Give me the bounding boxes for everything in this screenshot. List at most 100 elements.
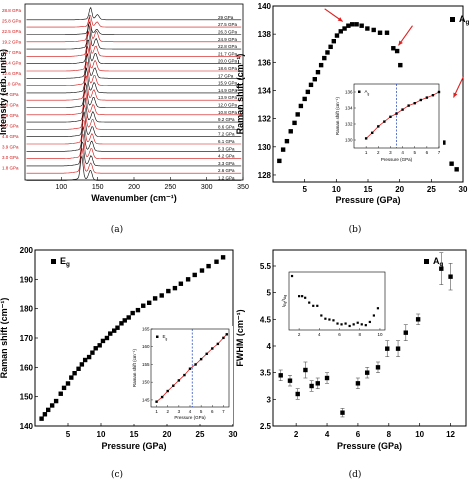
- y-tick-label: 3.5: [260, 369, 272, 378]
- data-point: [338, 29, 343, 34]
- annotation-arrowhead: [398, 40, 403, 46]
- inset-x-tick-label: 6: [338, 332, 341, 337]
- data-point: [303, 367, 308, 373]
- data-point: [308, 82, 314, 88]
- inset-y-axis-title: Raman shift (cm⁻¹): [335, 96, 340, 135]
- data-point: [159, 293, 164, 298]
- x-tick-label: 20: [163, 430, 172, 439]
- inset-y-tick-label: 134: [345, 106, 353, 111]
- y-tick-label: 4: [267, 342, 272, 351]
- spectrum-trace: [26, 89, 242, 116]
- caption-a: (a): [111, 224, 123, 235]
- y-axis-title: Raman shift (cm⁻¹): [0, 298, 9, 379]
- data-point: [346, 23, 351, 28]
- caption-c: (c): [111, 469, 123, 480]
- y-tick-label: 150: [20, 393, 34, 402]
- data-point: [287, 378, 293, 383]
- data-point: [354, 22, 359, 27]
- inset-data-point: [199, 357, 203, 361]
- data-point: [415, 317, 421, 322]
- data-point: [284, 138, 290, 144]
- data-point: [108, 331, 113, 336]
- y-axis-title: FWHM (cm⁻¹): [235, 309, 245, 366]
- x-tick-label: 10: [97, 430, 106, 439]
- inset-data-point: [172, 384, 175, 387]
- data-point: [112, 328, 117, 333]
- inset-x-tick-label: 6: [211, 409, 214, 414]
- x-tick-label: 350: [237, 184, 249, 191]
- data-point: [220, 255, 226, 260]
- inset-x-tick-label: 3: [178, 409, 181, 414]
- x-tick-label: 6: [356, 430, 361, 439]
- y-tick-label: 170: [20, 334, 34, 343]
- data-point: [292, 120, 297, 126]
- inset-y-tick-label: 145: [142, 397, 150, 402]
- inset-data-point: [316, 304, 319, 307]
- pressure-label-right: 5.3 GPa: [218, 146, 235, 151]
- data-point: [298, 103, 304, 109]
- plot-frame: [24, 3, 244, 181]
- data-point: [315, 69, 321, 75]
- legend-marker: [424, 259, 429, 264]
- pressure-label-left: 19.2 GPa: [2, 40, 22, 45]
- inset-data-point: [413, 102, 416, 105]
- pressure-label-left: 25.8 GPa: [2, 19, 22, 24]
- data-point: [86, 354, 92, 360]
- data-point: [97, 343, 102, 348]
- data-point: [166, 288, 171, 294]
- x-tick-label: 200: [128, 184, 140, 191]
- data-point: [65, 381, 71, 386]
- data-point: [119, 321, 124, 326]
- inset-data-point: [407, 104, 410, 107]
- data-point: [152, 296, 158, 301]
- annotation-arrowhead: [337, 17, 343, 22]
- data-point: [178, 281, 184, 286]
- pressure-label-left: 1.8 GPa: [2, 166, 19, 171]
- data-point: [172, 285, 178, 291]
- data-point: [100, 338, 106, 344]
- y-tick-label: 200: [20, 246, 34, 255]
- data-point: [69, 375, 74, 380]
- data-point: [403, 330, 408, 335]
- data-point: [340, 410, 345, 415]
- x-tick-label: 25: [427, 185, 436, 194]
- x-axis-title: Pressure (GPa): [101, 441, 166, 451]
- inset-x-axis-title: Pressure (GPa): [381, 157, 413, 162]
- data-point: [312, 77, 317, 82]
- legend-label: Ag: [365, 89, 370, 96]
- annotation-arrowhead: [453, 92, 458, 98]
- spectrum-trace: [26, 67, 242, 94]
- spectrum-trace: [26, 75, 242, 101]
- x-tick-label: 300: [201, 184, 213, 191]
- pressure-label-left: 3.0 GPa: [2, 155, 19, 160]
- inset-data-point: [389, 115, 392, 118]
- data-point: [192, 272, 197, 278]
- x-axis-title: Pressure (GPa): [335, 195, 400, 205]
- spectrum-trace: [26, 16, 242, 43]
- inset-data-point: [225, 333, 228, 336]
- data-point: [115, 325, 120, 330]
- inset-x-tick-label: 5: [200, 409, 203, 414]
- data-point: [309, 383, 314, 389]
- x-tick-label: 15: [364, 185, 373, 194]
- data-point: [90, 350, 95, 355]
- y-tick-label: 4.5: [260, 315, 272, 324]
- inset-background: [330, 81, 443, 167]
- inset-data-point: [360, 323, 363, 326]
- data-point: [141, 303, 146, 308]
- inset-x-tick-label: 8: [358, 332, 361, 337]
- inset-x-tick-label: 4: [401, 150, 404, 155]
- data-point: [72, 371, 77, 376]
- inset-y-axis-title: Raman shift (cm⁻¹): [132, 348, 137, 387]
- inset-data-point: [194, 363, 197, 366]
- inset-data-point: [377, 125, 380, 128]
- data-point: [328, 44, 333, 50]
- pressure-label-left: 8.0 GPa: [2, 103, 19, 108]
- data-point: [122, 318, 127, 323]
- spectrum-trace: [26, 61, 242, 86]
- y-tick-label: 140: [20, 422, 34, 431]
- data-point: [39, 416, 44, 421]
- legend-marker: [51, 259, 56, 264]
- inset-y-tick-label: 155: [142, 362, 150, 367]
